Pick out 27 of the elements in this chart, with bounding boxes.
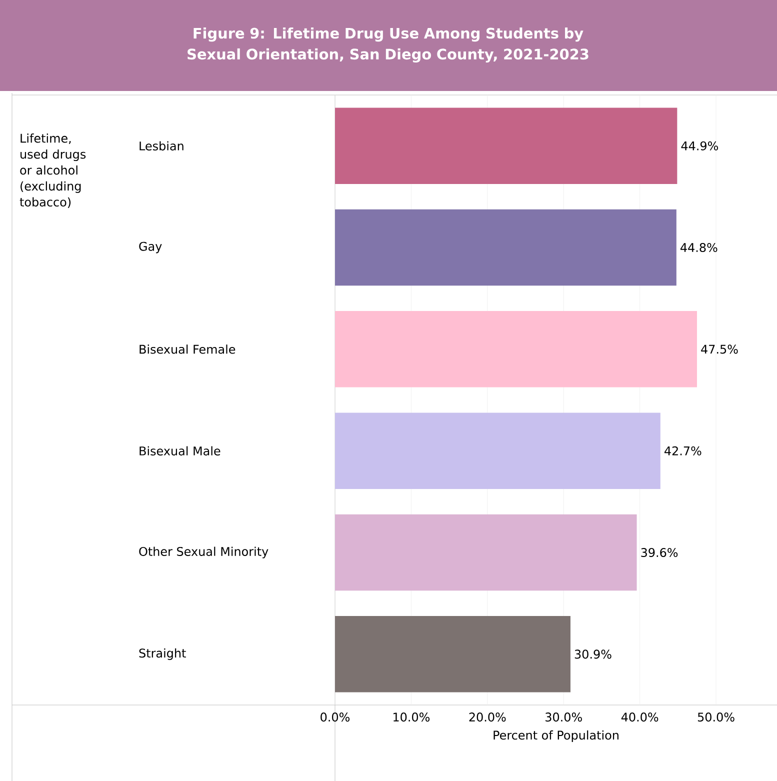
x-tick-label: 0.0% [320,712,350,722]
x-tick-label: 40.0% [621,712,658,722]
y-tick-label: Bisexual Male [140,446,220,456]
x-axis-title: Percent of Population [494,730,618,742]
data-label: 44.8% [680,242,718,252]
data-label: 39.6% [641,548,678,558]
y-tick-label: Straight [139,648,186,660]
bar [335,616,570,692]
y-tick-label: Other Sexual Minority [139,546,268,558]
x-tick-label: 20.0% [469,712,506,722]
x-tick-label: 50.0% [698,712,734,722]
y-tick-label: Lesbian [140,141,184,150]
x-tick-label: 10.0% [394,712,430,722]
data-label: 44.9% [681,141,718,150]
bar [335,412,660,489]
bar [335,514,637,591]
bar [335,311,697,388]
bar [335,209,676,286]
y-axis-title: Lifetime, used drugs or alcohol (excluding tobacco) [20,134,86,208]
y-tick-label: Gay [139,242,162,254]
data-label: 47.5% [701,344,738,354]
chart-title: Figure 9: Lifetime Drug Use Among Students by Sexual Orientation, San Diego County, 2021-2023 [188,27,588,63]
bar [335,108,678,184]
x-tick-label: 30.0% [546,712,582,722]
y-tick-label: Bisexual Female [140,344,236,354]
data-label: 42.7% [664,446,702,456]
data-label: 30.9% [574,650,612,659]
